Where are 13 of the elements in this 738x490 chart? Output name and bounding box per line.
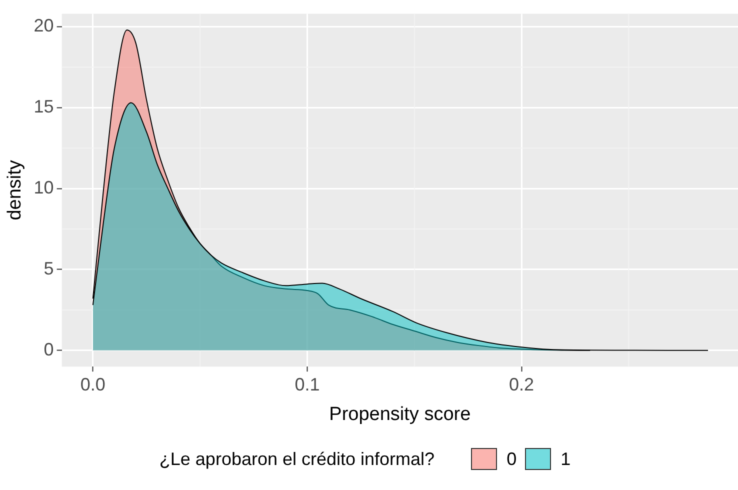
- legend-label: 1: [560, 448, 571, 470]
- y-tick-label: 20: [34, 16, 54, 36]
- y-tick-label: 5: [44, 258, 54, 278]
- x-tick-label: 0.2: [509, 374, 534, 394]
- y-tick-label: 0: [44, 339, 54, 360]
- legend-title: ¿Le aprobaron el crédito informal?: [159, 448, 435, 470]
- y-tick-label: 10: [34, 178, 54, 198]
- x-axis-title: Propensity score: [329, 404, 471, 425]
- y-tick-label: 15: [34, 96, 54, 117]
- x-tick-label: 0.0: [80, 374, 106, 394]
- legend-label: 0: [506, 448, 517, 470]
- y-axis-title: density: [4, 160, 26, 220]
- x-tick-label: 0.1: [294, 374, 320, 394]
